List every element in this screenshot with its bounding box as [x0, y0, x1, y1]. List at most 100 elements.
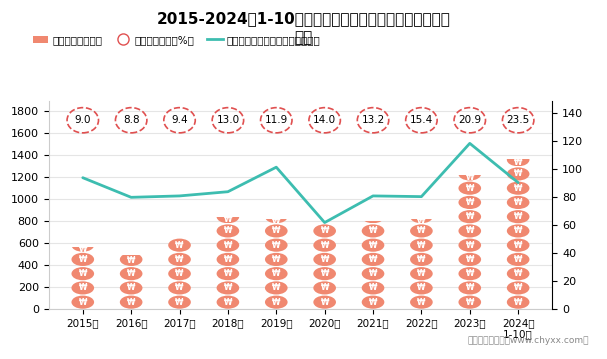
Ellipse shape	[313, 281, 336, 294]
Ellipse shape	[507, 196, 529, 209]
Text: ₩: ₩	[224, 255, 232, 264]
Ellipse shape	[217, 267, 239, 280]
Text: ₩: ₩	[466, 298, 474, 307]
Text: ₩: ₩	[466, 227, 474, 236]
Ellipse shape	[362, 253, 384, 266]
Text: ₩: ₩	[514, 212, 523, 221]
Text: 14.0: 14.0	[313, 115, 336, 125]
Text: 20.9: 20.9	[458, 115, 481, 125]
Text: ₩: ₩	[127, 283, 135, 293]
Text: ₩: ₩	[466, 241, 474, 250]
Text: ₩: ₩	[78, 255, 87, 264]
Text: ₩: ₩	[417, 269, 426, 278]
Ellipse shape	[507, 153, 529, 166]
Text: ₩: ₩	[466, 269, 474, 278]
Ellipse shape	[168, 281, 191, 294]
Ellipse shape	[217, 239, 239, 252]
Text: ₩: ₩	[466, 283, 474, 293]
Ellipse shape	[410, 210, 433, 223]
Text: ₩: ₩	[224, 298, 232, 307]
Text: ₩: ₩	[369, 227, 377, 236]
Ellipse shape	[507, 253, 529, 266]
Ellipse shape	[410, 295, 433, 309]
Text: ₩: ₩	[369, 269, 377, 278]
Text: ₩: ₩	[127, 298, 135, 307]
Ellipse shape	[265, 253, 288, 266]
Text: ₩: ₩	[224, 215, 232, 224]
Ellipse shape	[72, 281, 94, 294]
Ellipse shape	[265, 210, 288, 223]
Ellipse shape	[217, 210, 239, 223]
Text: ₩: ₩	[320, 269, 329, 278]
Ellipse shape	[265, 281, 288, 294]
Text: ₩: ₩	[514, 255, 523, 264]
Ellipse shape	[120, 281, 143, 294]
Text: ₩: ₩	[514, 298, 523, 307]
Text: ₩: ₩	[514, 198, 523, 207]
Text: ₩: ₩	[514, 158, 523, 167]
Ellipse shape	[410, 224, 433, 238]
Text: ₩: ₩	[224, 269, 232, 278]
Ellipse shape	[72, 295, 94, 309]
Text: ₩: ₩	[224, 241, 232, 250]
Ellipse shape	[265, 295, 288, 309]
Ellipse shape	[458, 210, 481, 223]
Ellipse shape	[458, 253, 481, 266]
Ellipse shape	[120, 295, 143, 309]
Ellipse shape	[217, 295, 239, 309]
Ellipse shape	[507, 295, 529, 309]
Ellipse shape	[265, 224, 288, 238]
Ellipse shape	[313, 267, 336, 280]
Text: 11.9: 11.9	[265, 115, 288, 125]
Ellipse shape	[72, 267, 94, 280]
Ellipse shape	[410, 253, 433, 266]
Text: ₩: ₩	[466, 198, 474, 207]
Text: ₩: ₩	[78, 298, 87, 307]
Ellipse shape	[217, 281, 239, 294]
Text: ₩: ₩	[320, 283, 329, 293]
Text: ₩: ₩	[272, 298, 280, 307]
Ellipse shape	[168, 267, 191, 280]
Ellipse shape	[458, 295, 481, 309]
Text: ₩: ₩	[514, 241, 523, 250]
Ellipse shape	[507, 210, 529, 223]
Ellipse shape	[265, 267, 288, 280]
Text: ₩: ₩	[514, 269, 523, 278]
Text: 9.0: 9.0	[75, 115, 91, 125]
Text: 13.0: 13.0	[216, 115, 240, 125]
Ellipse shape	[362, 295, 384, 309]
Ellipse shape	[313, 253, 336, 266]
Ellipse shape	[507, 224, 529, 238]
Text: ₩: ₩	[514, 227, 523, 236]
Ellipse shape	[410, 281, 433, 294]
Text: ₩: ₩	[78, 269, 87, 278]
Text: ₩: ₩	[320, 298, 329, 307]
Text: ₩: ₩	[417, 298, 426, 307]
Text: 制图：智研咨询（www.chyxx.com）: 制图：智研咨询（www.chyxx.com）	[467, 336, 589, 345]
Ellipse shape	[72, 253, 94, 266]
Text: ₩: ₩	[272, 216, 280, 225]
Ellipse shape	[410, 267, 433, 280]
Text: 15.4: 15.4	[410, 115, 433, 125]
Text: ₩: ₩	[466, 212, 474, 221]
Ellipse shape	[313, 239, 336, 252]
Ellipse shape	[458, 224, 481, 238]
Text: ₩: ₩	[272, 283, 280, 293]
Text: 13.2: 13.2	[361, 115, 385, 125]
Text: ₩: ₩	[417, 216, 426, 225]
Text: ₩: ₩	[127, 269, 135, 278]
Text: ₩: ₩	[417, 255, 426, 264]
Text: ₩: ₩	[175, 298, 184, 307]
Text: ₩: ₩	[127, 256, 135, 265]
Ellipse shape	[120, 267, 143, 280]
Ellipse shape	[507, 267, 529, 280]
Ellipse shape	[507, 239, 529, 252]
Ellipse shape	[458, 167, 481, 181]
Text: ₩: ₩	[417, 227, 426, 236]
Text: ₩: ₩	[369, 283, 377, 293]
Text: 9.4: 9.4	[171, 115, 188, 125]
Text: ₩: ₩	[320, 227, 329, 236]
Text: ₩: ₩	[175, 269, 184, 278]
Text: ₩: ₩	[78, 245, 87, 254]
Ellipse shape	[458, 239, 481, 252]
